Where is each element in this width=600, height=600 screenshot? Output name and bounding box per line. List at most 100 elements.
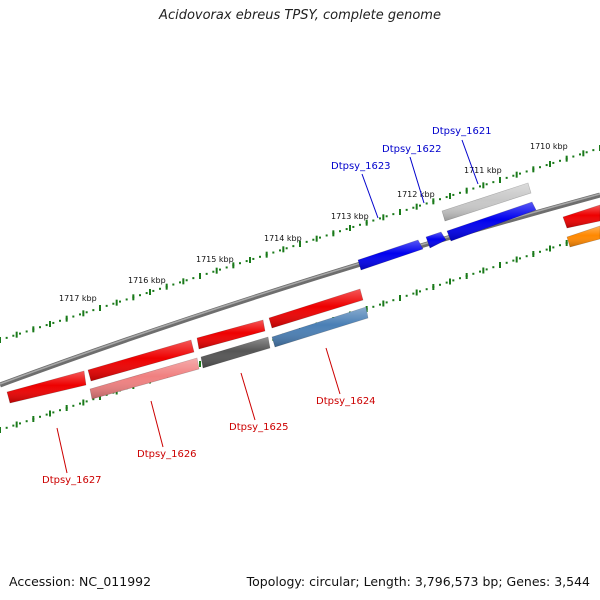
scale-tick-label: 1710 kbp <box>530 142 568 151</box>
ring-dot <box>59 319 61 322</box>
ring-dot <box>545 164 548 167</box>
ring-dot <box>545 248 548 251</box>
scale-tick-label: 1713 kbp <box>331 212 369 221</box>
ring-dot <box>319 236 321 239</box>
ring-dot <box>559 159 561 162</box>
gene-arrow-shade <box>563 205 600 228</box>
ring-dot <box>525 170 528 173</box>
ring-dot <box>485 268 488 271</box>
gene-arrow-shade <box>197 320 265 349</box>
ring-dot <box>172 283 175 286</box>
ring-dot <box>519 172 521 175</box>
ring-dot <box>345 228 348 231</box>
ring-dot <box>472 272 475 275</box>
ring-dot <box>492 181 495 184</box>
ring-dot <box>392 213 395 216</box>
ring-dot <box>152 289 155 292</box>
ring-dot <box>539 250 541 253</box>
gene-arrow-shade <box>567 226 600 247</box>
ring-dot <box>205 272 208 275</box>
ring-dot <box>572 155 575 158</box>
ring-dot <box>12 334 15 337</box>
gene-label: Dtpsy_1623 <box>331 161 391 172</box>
ring-dot <box>39 326 41 329</box>
ring-dot <box>192 277 195 280</box>
ring-dot <box>312 238 315 241</box>
gene-label-leader <box>56 427 68 474</box>
ring-dot <box>525 255 528 258</box>
scale-tick-label: 1714 kbp <box>264 234 302 243</box>
ring-dot <box>379 217 381 220</box>
ring-dot <box>245 260 248 263</box>
ring-dot <box>72 404 75 407</box>
ring-dot <box>385 301 388 304</box>
ring-dot <box>425 288 428 291</box>
accession-text: Accession: NC_011992 <box>9 574 152 589</box>
gene-arrow-shade <box>7 371 86 403</box>
gene-label: Dtpsy_1626 <box>137 449 197 460</box>
ring-dot <box>105 304 108 307</box>
ring-dot <box>419 290 421 293</box>
ring-dot <box>385 215 388 218</box>
map-title: Acidovorax ebreus TPSY, complete genome <box>159 8 441 23</box>
scale-tick-label: 1712 kbp <box>397 190 435 199</box>
outer-tick-ring <box>0 145 600 343</box>
ring-dot <box>239 262 241 265</box>
ring-dot <box>5 336 8 339</box>
scale-ticks: 1710 kbp 1711 kbp 1712 kbp 1713 kbp 1714 kbp… <box>59 142 568 303</box>
ring-dot <box>259 255 261 258</box>
ring-dot <box>39 415 41 418</box>
gene-arrow-shade <box>90 358 199 399</box>
gene-arrow-shade <box>447 202 536 241</box>
gene-arrow-shade <box>442 183 531 221</box>
ring-dot <box>5 426 8 429</box>
ring-dot <box>459 191 461 194</box>
scale-tick-label: 1711 kbp <box>464 166 502 175</box>
ring-dot <box>79 313 81 316</box>
ring-dot <box>52 411 55 414</box>
ring-dot <box>285 247 288 250</box>
gene-label: Dtpsy_1627 <box>42 475 102 486</box>
gene-label-leader <box>150 400 164 448</box>
gene-label: Dtpsy_1622 <box>382 144 442 155</box>
ring-dot <box>585 151 588 154</box>
gene-label-leader <box>461 139 479 185</box>
ring-dot <box>145 292 148 295</box>
ring-dot <box>79 402 81 405</box>
ring-dot <box>139 294 141 297</box>
ring-dot <box>45 324 48 327</box>
ring-dot <box>592 149 595 152</box>
ring-dot <box>472 187 475 190</box>
ring-dot <box>505 261 508 264</box>
ring-dot <box>512 259 515 262</box>
gene-label: Dtpsy_1621 <box>432 126 492 137</box>
ring-dot <box>405 294 408 297</box>
ring-dot <box>552 246 555 249</box>
gene-labels: Dtpsy_1621 Dtpsy_1622 Dtpsy_1623 Dtpsy_1624… <box>42 126 492 486</box>
ring-dot <box>479 270 481 273</box>
ring-dot <box>412 206 415 209</box>
ring-dot <box>492 266 495 269</box>
ring-dot <box>179 281 181 284</box>
gene-label-leader <box>240 372 256 421</box>
ring-dot <box>225 266 228 269</box>
ring-dot <box>45 413 48 416</box>
ring-dot <box>219 268 221 271</box>
ring-dot <box>352 225 355 228</box>
ring-dot <box>425 202 428 205</box>
gene-label: Dtpsy_1625 <box>229 422 289 433</box>
ring-dot <box>52 321 55 324</box>
gene-arrow-shade <box>201 337 270 368</box>
ring-dot <box>185 279 188 282</box>
gene-label-leader <box>409 156 425 204</box>
ring-dot <box>119 300 121 303</box>
ring-dot <box>439 283 441 286</box>
gene-label: Dtpsy_1624 <box>316 396 376 407</box>
ring-dot <box>72 315 75 318</box>
ring-dot <box>379 303 381 306</box>
gene-arrow-shade <box>88 340 194 381</box>
backbone-layer <box>0 192 600 388</box>
ring-dot <box>559 244 561 247</box>
